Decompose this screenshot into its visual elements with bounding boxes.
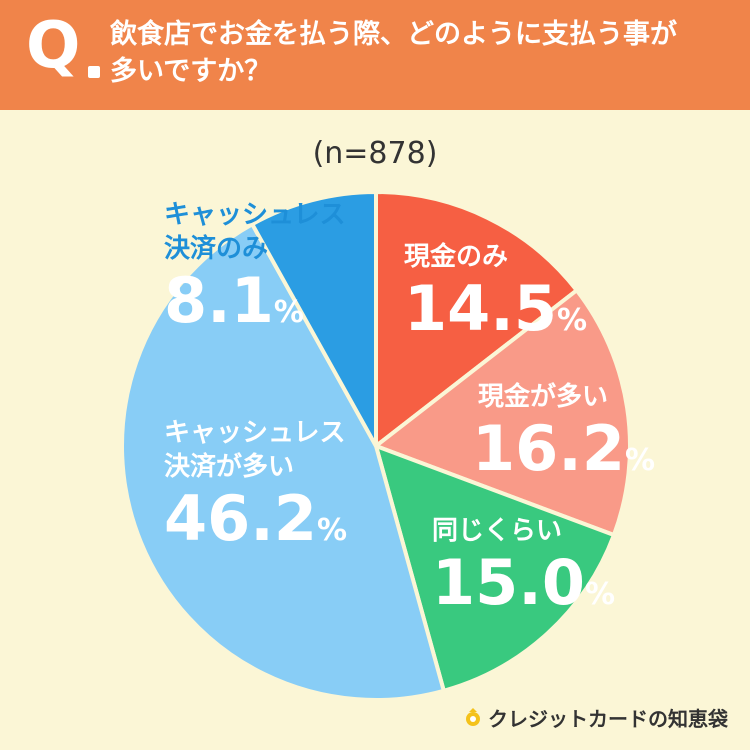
pie-slice-4: [250, 190, 378, 448]
label-same: 同じくらい 15.0%: [432, 514, 615, 614]
label-cash-only-pct: 14.5%: [404, 272, 588, 345]
label-mostly-cash: 現金が多い 16.2%: [472, 380, 655, 480]
label-mostly-cash-name: 現金が多い: [478, 382, 609, 412]
label-mostly-cashless-pct: 46.2%: [164, 482, 348, 555]
q-mark: Q: [26, 9, 81, 83]
label-mostly-cashless: キャッシュレス 決済が多い 46.2%: [164, 416, 347, 550]
label-same-name: 同じくらい: [432, 516, 563, 546]
question-header: Q 飲食店でお金を払う際、どのように支払う事が 多いですか？: [0, 0, 750, 110]
q-dot-icon: [88, 66, 100, 78]
label-mostly-cash-pct: 16.2%: [472, 412, 656, 485]
question-text: 飲食店でお金を払う際、どのように支払う事が 多いですか？: [110, 16, 730, 90]
brand-logo-icon: [464, 707, 482, 728]
pie-slice-2: [374, 444, 616, 693]
label-cashless-only-name2: 決済のみ: [164, 234, 269, 264]
label-cashless-only-name1: キャッシュレス: [164, 200, 346, 230]
pie-slice-1: [374, 288, 632, 538]
label-cash-only-name: 現金のみ: [404, 242, 509, 272]
question-line-2: 多いですか？: [110, 56, 272, 87]
label-cashless-only: キャッシュレス 決済のみ 8.1%: [164, 198, 345, 332]
pie-slice-3: [120, 222, 446, 702]
label-mostly-cashless-name2: 決済が多い: [164, 452, 295, 482]
brand-logo: クレジットカードの知恵袋: [464, 703, 728, 732]
label-cashless-only-pct: 8.1%: [164, 264, 304, 337]
sample-size: (n=878): [312, 136, 438, 171]
pie-slice-0: [374, 190, 579, 448]
label-cash-only: 現金のみ 14.5%: [404, 240, 587, 340]
brand-name: クレジットカードの知恵袋: [488, 707, 728, 731]
question-line-1: 飲食店でお金を払う際、どのように支払う事が: [110, 19, 677, 50]
label-same-pct: 15.0%: [432, 546, 616, 619]
label-mostly-cashless-name1: キャッシュレス: [164, 418, 346, 448]
